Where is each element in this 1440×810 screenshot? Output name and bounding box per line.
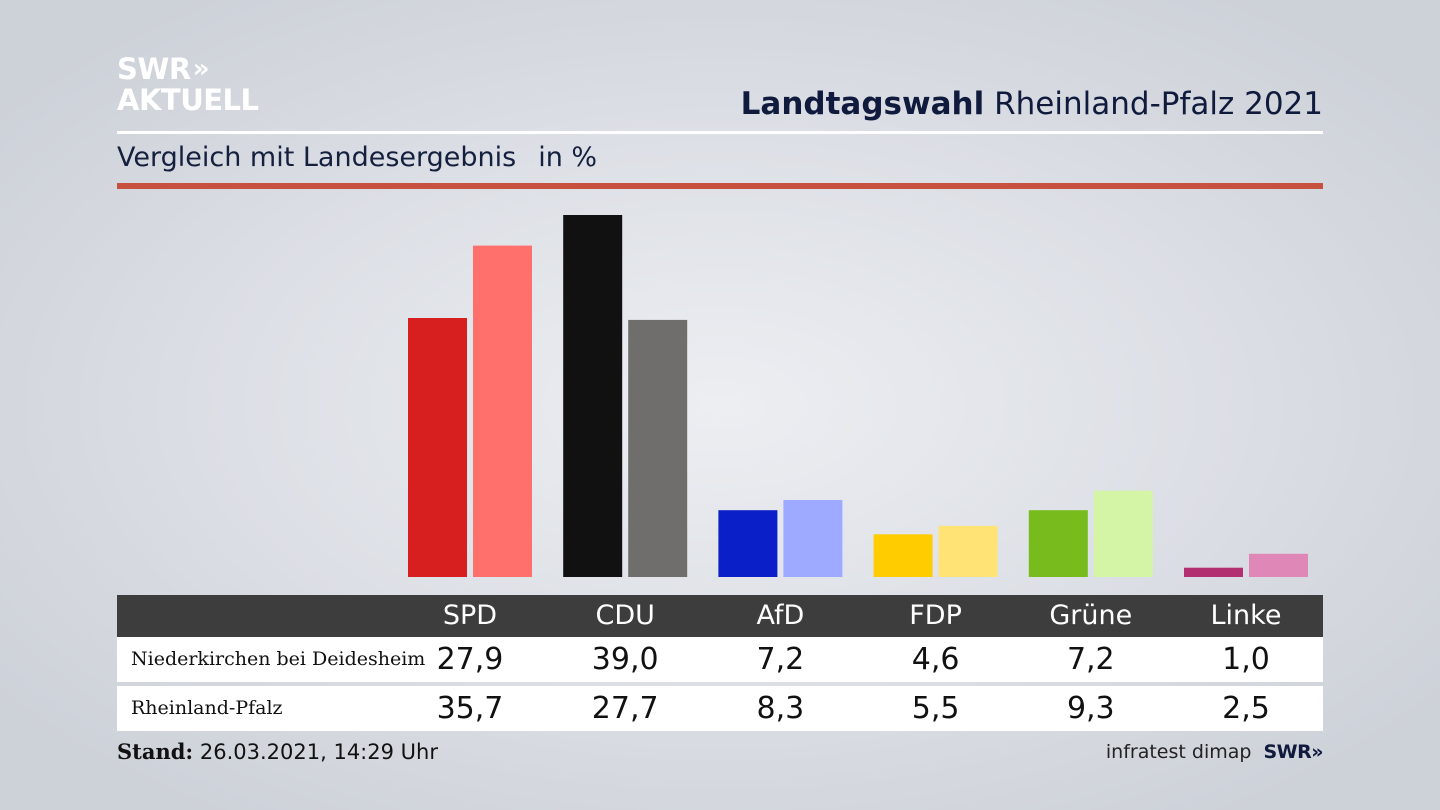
logo-line2: AKTUELL: [117, 83, 259, 117]
swr-aktuell-logo: SWR» AKTUELL: [117, 54, 259, 116]
value-linke-state: 2,5: [1222, 691, 1270, 726]
bar-fdp-local: [873, 534, 933, 577]
value-spd-state: 35,7: [436, 691, 504, 726]
value-spd-local: 27,9: [436, 642, 504, 677]
row-label-state: Rheinland-Pfalz: [131, 697, 283, 719]
table-row-state: Rheinland-Pfalz 35,7 27,7 8,3 5,5 9,3 2,5: [117, 686, 1323, 731]
source-credit: infratest dimap SWR»: [1105, 741, 1324, 763]
subtitle-text: Vergleich mit Landesergebnis: [117, 142, 517, 173]
source-text: infratest dimap: [1105, 741, 1252, 763]
value-linke-local: 1,0: [1222, 642, 1270, 677]
value-fdp-local: 4,6: [911, 642, 960, 677]
header-divider: [117, 131, 1323, 134]
subtitle-unit: in %: [538, 142, 598, 173]
bar-afd-local: [718, 510, 778, 577]
value-fdp-state: 5,5: [911, 691, 960, 726]
column-header-linke: Linke: [1210, 600, 1282, 631]
bar-gruene-state: [1093, 490, 1153, 577]
chart-subtitle: Vergleich mit Landesergebnis in %: [117, 142, 597, 173]
accent-rule: [117, 183, 1323, 189]
stand-label: Stand:: [117, 739, 194, 764]
table-header: SPD CDU AfD FDP Grüne Linke: [117, 595, 1323, 637]
logo-line1: SWR: [117, 52, 191, 86]
column-header-afd: AfD: [756, 600, 805, 631]
title-bold: Landtagswahl: [740, 86, 985, 122]
value-cdu-state: 27,7: [591, 691, 659, 726]
title-rest: Rheinland-Pfalz 2021: [994, 86, 1323, 122]
swr-footer-logo: SWR»: [1263, 741, 1323, 763]
bar-linke-state: [1249, 553, 1308, 577]
value-cdu-local: 39,0: [591, 642, 659, 677]
bar-spd-state: [473, 245, 532, 577]
bar-fdp-state: [938, 525, 998, 577]
value-gruene-local: 7,2: [1066, 642, 1115, 677]
swr-chevron-icon: »: [1311, 741, 1323, 763]
value-afd-local: 7,2: [756, 642, 805, 677]
stand-value: 26.03.2021, 14:29 Uhr: [199, 740, 438, 764]
bar-spd-local: [408, 318, 467, 577]
table-row-local: Niederkirchen bei Deidesheim 27,9 39,0 7,2…: [117, 637, 1323, 682]
column-header-gruene: Grüne: [1049, 600, 1133, 631]
column-header-spd: SPD: [442, 600, 498, 631]
value-gruene-state: 9,3: [1066, 691, 1115, 726]
bar-cdu-state: [628, 319, 688, 577]
timestamp: Stand: 26.03.2021, 14:29 Uhr: [117, 739, 438, 764]
row-label-local: Niederkirchen bei Deidesheim: [131, 648, 426, 670]
swr-footer-text: SWR: [1263, 741, 1312, 763]
value-afd-state: 8,3: [756, 691, 805, 726]
column-header-cdu: CDU: [595, 600, 655, 631]
page-title: Landtagswahl Rheinland-Pfalz 2021: [741, 86, 1323, 122]
bar-linke-local: [1184, 567, 1243, 577]
bar-afd-state: [783, 500, 843, 577]
bar-cdu-local: [563, 215, 623, 577]
column-header-fdp: FDP: [909, 600, 962, 631]
bar-gruene-local: [1028, 510, 1088, 577]
